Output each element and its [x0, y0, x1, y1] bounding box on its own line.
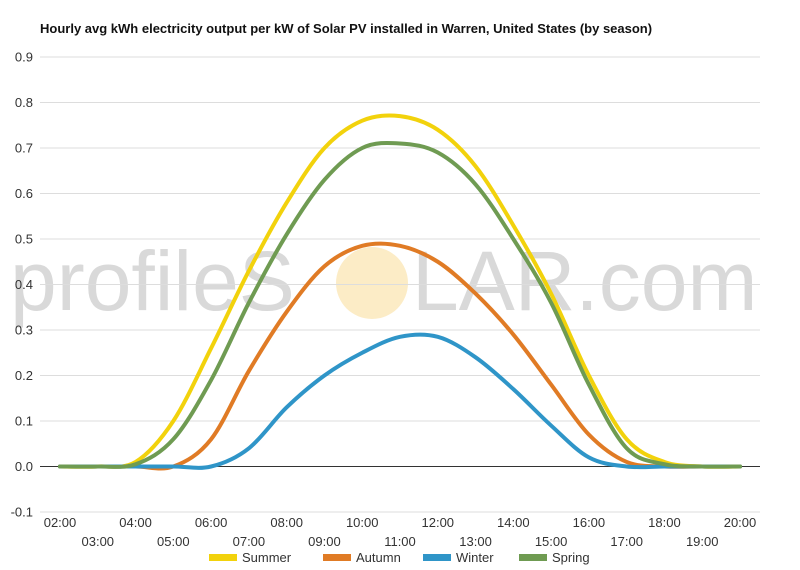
y-tick-label: 0.8 [15, 95, 33, 110]
x-tick-label: 15:00 [535, 534, 568, 549]
x-tick-label: 17:00 [610, 534, 643, 549]
y-tick-label: 0.4 [15, 277, 33, 292]
legend-swatch-summer [209, 554, 237, 561]
y-tick-label: 0.2 [15, 368, 33, 383]
y-axis: -0.1 0.0 0.1 0.2 0.3 0.4 0.5 0.6 0.7 0.8 0.9 [11, 50, 33, 520]
chart-title: Hourly avg kWh electricity output per kW… [40, 21, 652, 36]
x-tick-label: 03:00 [82, 534, 115, 549]
x-tick-label: 09:00 [308, 534, 341, 549]
y-tick-label: -0.1 [11, 505, 33, 520]
legend-label-spring: Spring [552, 550, 590, 565]
x-tick-label: 11:00 [384, 534, 416, 549]
x-tick-label: 12:00 [422, 515, 455, 530]
series-lines [58, 113, 742, 471]
x-tick-label: 18:00 [648, 515, 681, 530]
legend-label-autumn: Autumn [356, 550, 401, 565]
x-tick-label: 02:00 [44, 515, 77, 530]
y-tick-label: 0.0 [15, 459, 33, 474]
series-line-summer [58, 113, 742, 469]
legend-swatch-autumn [323, 554, 351, 561]
legend-label-winter: Winter [456, 550, 494, 565]
watermark-sun-icon [336, 247, 408, 319]
x-tick-label: 14:00 [497, 515, 530, 530]
watermark-text-left: profileS [10, 234, 295, 328]
y-tick-label: 0.5 [15, 232, 33, 247]
series-line-spring [58, 140, 742, 469]
x-tick-label: 10:00 [346, 515, 379, 530]
x-tick-label: 07:00 [233, 534, 266, 549]
y-tick-label: 0.9 [15, 50, 33, 65]
x-tick-label: 05:00 [157, 534, 190, 549]
profilesolar-watermark: profileS LAR.com [10, 234, 757, 328]
x-tick-label: 19:00 [686, 534, 719, 549]
legend-swatch-winter [423, 554, 451, 561]
y-tick-label: 0.1 [15, 414, 33, 429]
x-tick-label: 16:00 [573, 515, 606, 530]
series-line-winter [58, 332, 742, 470]
y-tick-label: 0.3 [15, 323, 33, 338]
x-axis: 02:00 03:00 04:00 05:00 06:00 07:00 08:00 09:00… [44, 515, 757, 549]
x-tick-label: 20:00 [724, 515, 757, 530]
x-tick-label: 04:00 [119, 515, 152, 530]
y-tick-label: 0.7 [15, 141, 33, 156]
x-tick-label: 06:00 [195, 515, 228, 530]
grid-lines [40, 56, 760, 513]
watermark-text-right: LAR.com [412, 234, 757, 328]
y-tick-label: 0.6 [15, 186, 33, 201]
x-tick-label: 08:00 [270, 515, 303, 530]
legend: Summer Autumn Winter Spring [209, 550, 590, 565]
x-tick-label: 13:00 [459, 534, 492, 549]
legend-swatch-spring [519, 554, 547, 561]
legend-label-summer: Summer [242, 550, 292, 565]
